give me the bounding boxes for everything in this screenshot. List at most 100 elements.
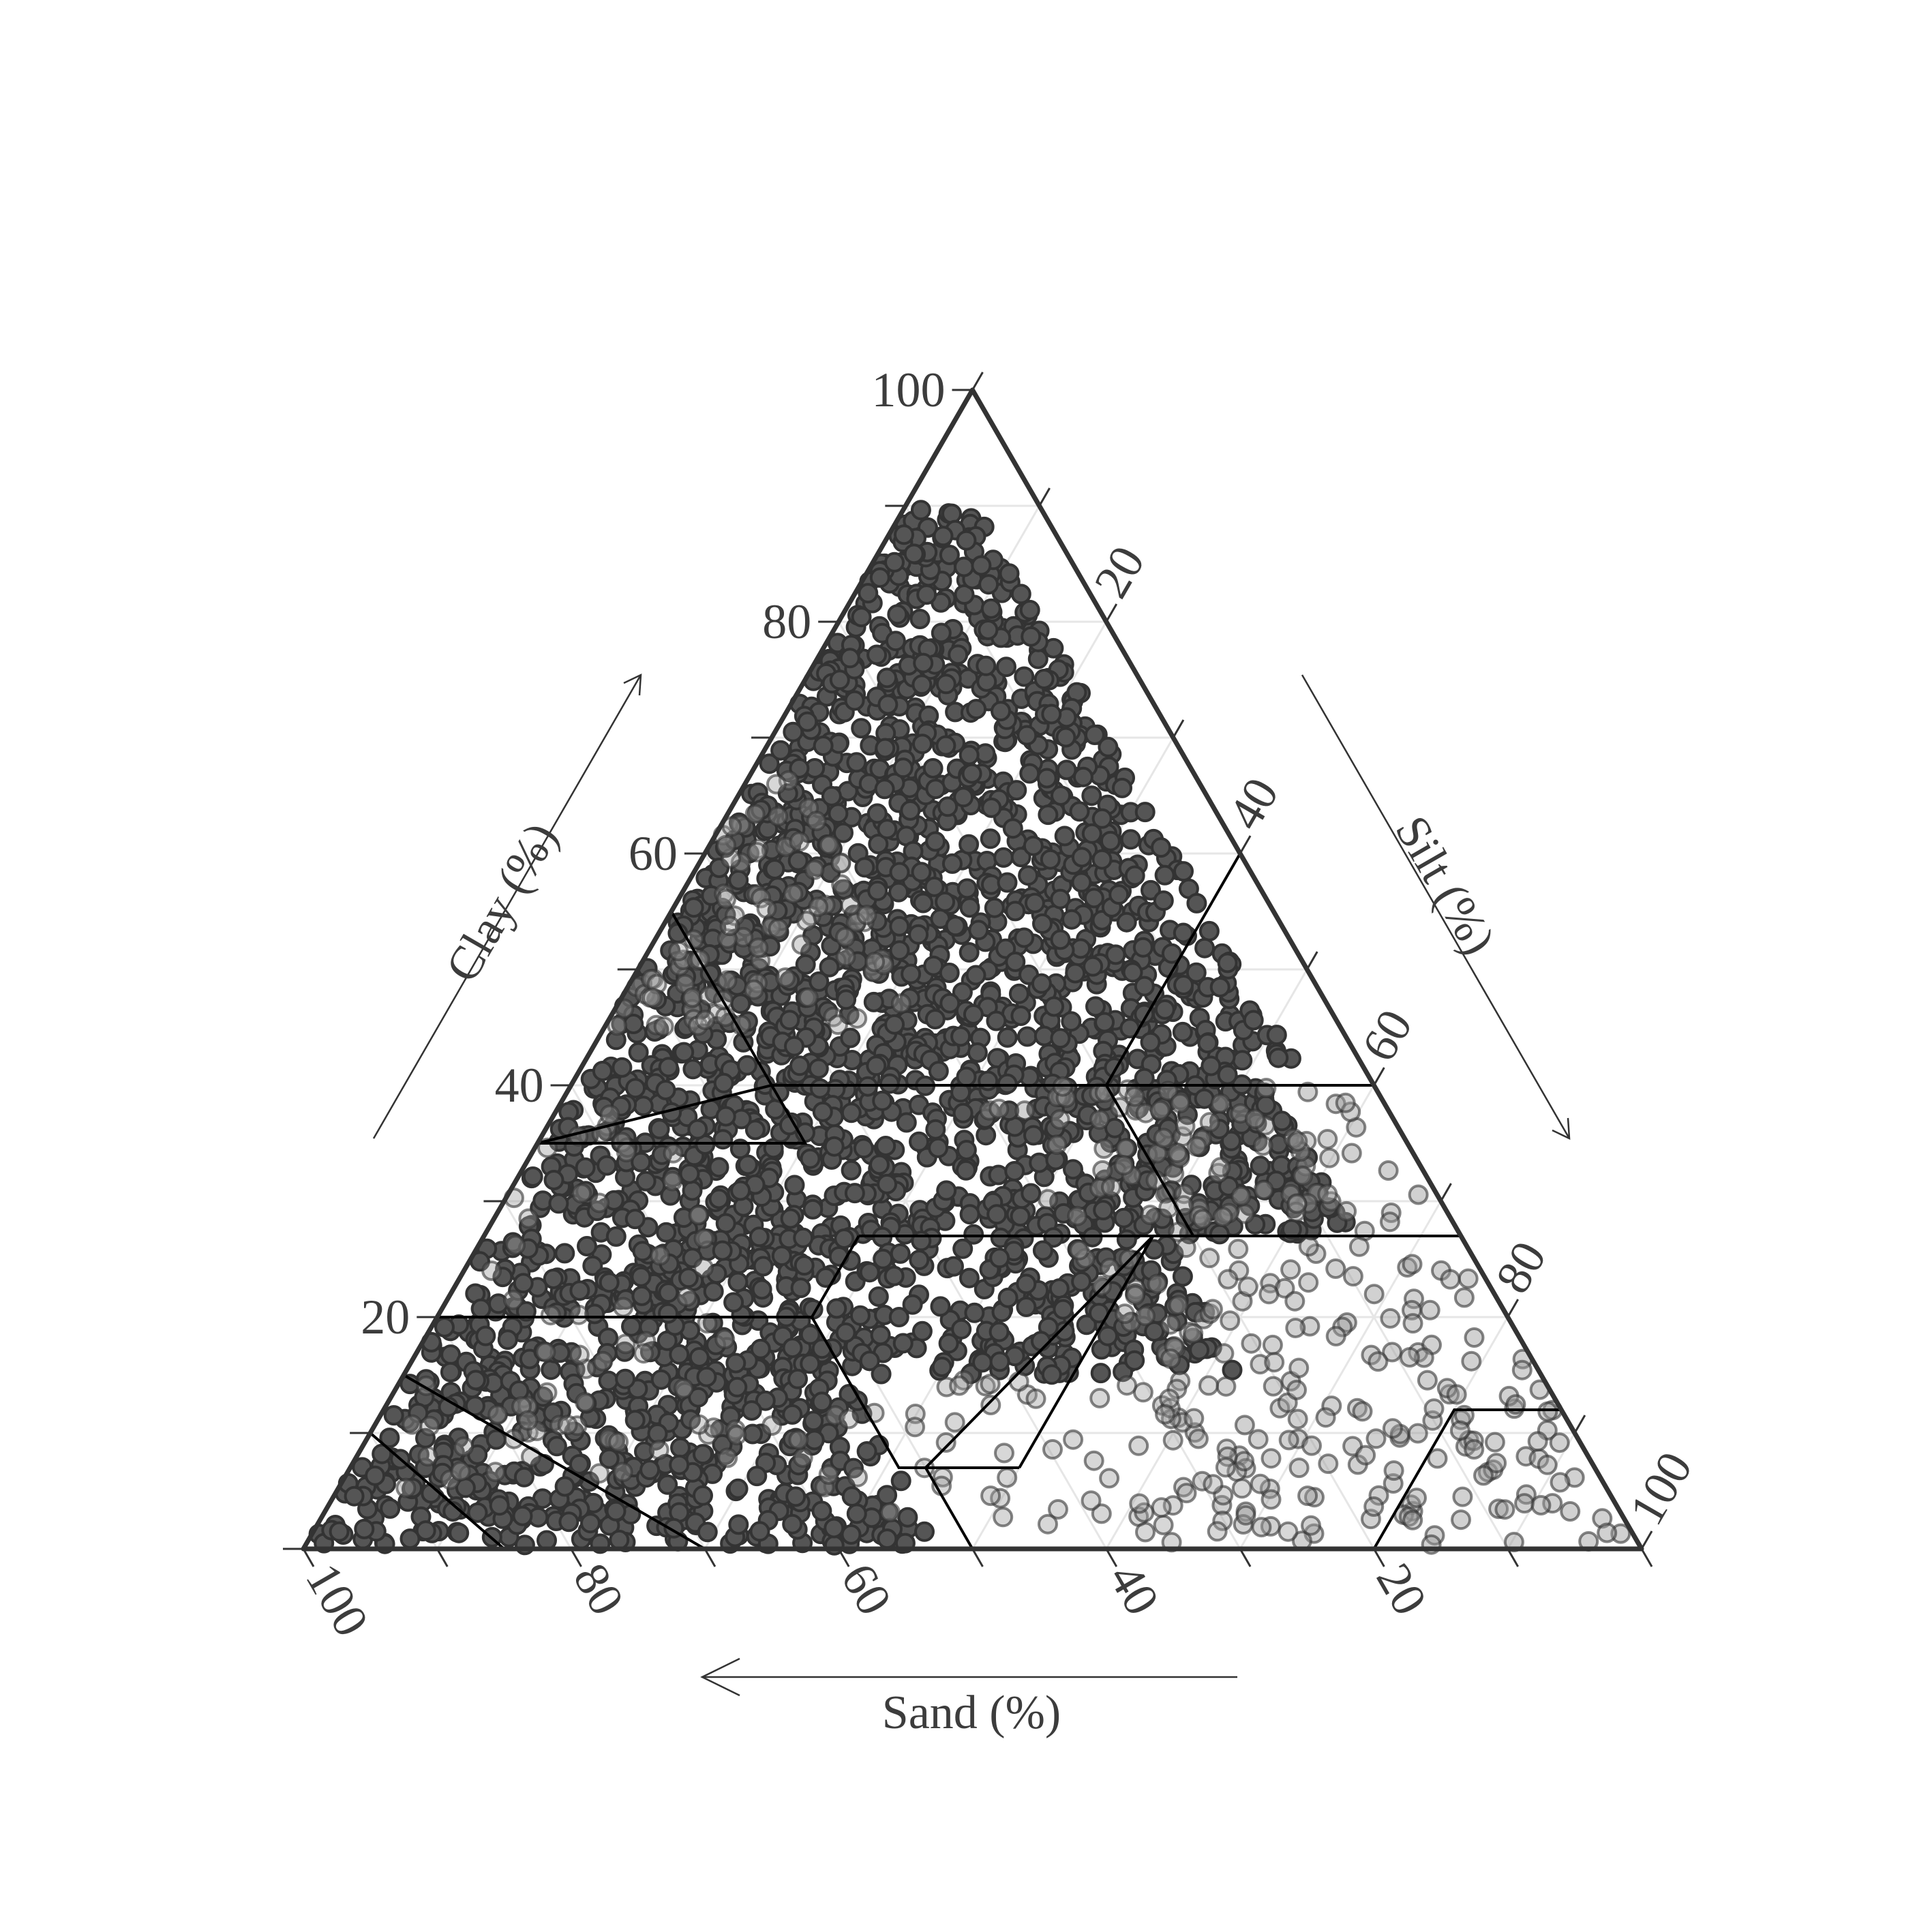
data-point — [679, 1163, 700, 1184]
data-point — [599, 1448, 620, 1469]
data-point — [1250, 1156, 1271, 1177]
data-point — [449, 1522, 470, 1543]
data-point — [952, 982, 973, 1003]
data-point — [1262, 1334, 1283, 1355]
data-point — [589, 1463, 610, 1484]
data-point — [829, 669, 850, 691]
data-point — [1076, 1314, 1097, 1335]
data-point — [509, 1380, 530, 1401]
data-point — [1560, 1501, 1581, 1522]
data-point — [800, 1324, 821, 1345]
data-point — [518, 1208, 539, 1229]
data-point — [1280, 1259, 1301, 1280]
data-point — [833, 822, 854, 843]
data-point — [688, 1387, 709, 1408]
data-point — [939, 963, 960, 983]
data-point — [889, 862, 910, 883]
data-point — [1221, 1130, 1241, 1151]
data-point — [1287, 1131, 1308, 1152]
data-point — [475, 1325, 496, 1346]
data-point — [1124, 865, 1145, 886]
data-point — [912, 734, 933, 755]
data-point — [789, 831, 810, 852]
data-point — [1173, 861, 1194, 882]
data-point — [624, 1209, 646, 1230]
data-point — [1021, 1183, 1042, 1204]
data-point — [909, 1131, 929, 1152]
clay-tick-label: 80 — [762, 594, 811, 649]
data-point — [956, 878, 978, 899]
data-point — [1093, 1200, 1114, 1221]
data-point — [592, 1350, 614, 1372]
data-point — [696, 1366, 717, 1387]
data-point — [744, 1119, 766, 1141]
data-point — [650, 1245, 671, 1266]
data-point — [868, 1286, 889, 1307]
data-point — [1319, 1147, 1340, 1168]
data-point — [582, 1255, 603, 1276]
data-point — [1402, 1509, 1423, 1530]
data-point — [924, 1009, 946, 1029]
data-point — [1089, 1387, 1111, 1408]
data-point — [841, 1524, 862, 1545]
data-point — [580, 1513, 601, 1534]
data-point — [1099, 1468, 1120, 1489]
data-point — [1167, 1143, 1188, 1164]
data-point — [984, 897, 1005, 918]
data-point — [703, 1417, 724, 1438]
grid-line-silt — [1105, 1085, 1375, 1550]
data-point — [1116, 911, 1137, 933]
data-point — [1285, 1318, 1306, 1338]
data-point — [1008, 983, 1029, 1004]
data-point — [869, 1154, 890, 1175]
sand-tick — [1105, 1548, 1118, 1567]
data-point — [1446, 1384, 1467, 1405]
data-point — [997, 1287, 1018, 1308]
data-point — [925, 779, 946, 800]
data-point — [613, 1297, 634, 1318]
data-point — [598, 1370, 619, 1391]
data-point — [728, 870, 749, 890]
data-point — [840, 895, 861, 916]
data-point — [695, 1010, 716, 1031]
data-point — [634, 1441, 654, 1462]
data-point — [1530, 1495, 1552, 1515]
data-point — [621, 1316, 642, 1337]
data-point — [956, 1160, 976, 1181]
data-point — [1271, 1111, 1293, 1132]
data-point — [830, 853, 851, 874]
data-point — [902, 1294, 923, 1315]
data-point — [1321, 1395, 1342, 1417]
data-point — [575, 1157, 596, 1178]
data-point — [730, 1180, 751, 1201]
data-point — [744, 804, 766, 825]
data-point — [935, 891, 956, 912]
data-point — [1135, 1522, 1156, 1543]
data-point — [896, 1112, 917, 1133]
data-point — [900, 800, 921, 821]
data-point — [1077, 1104, 1098, 1126]
data-point — [867, 880, 888, 901]
data-point — [1336, 1201, 1357, 1222]
sand-tick-label: 100 — [295, 1554, 379, 1646]
data-point — [1129, 1493, 1150, 1514]
data-point — [615, 1333, 636, 1355]
data-point — [658, 1057, 679, 1078]
data-point — [892, 1333, 914, 1354]
data-point — [909, 1250, 930, 1271]
data-point — [693, 1257, 714, 1278]
data-point — [978, 574, 999, 595]
data-point — [736, 1055, 757, 1076]
data-point — [788, 1430, 809, 1450]
data-point — [824, 1518, 845, 1539]
sand-tick — [436, 1548, 449, 1567]
data-point — [1215, 1457, 1236, 1478]
data-point — [1014, 666, 1035, 687]
data-point — [877, 667, 898, 689]
silt-tick — [1105, 603, 1118, 622]
silt-tick — [1640, 1530, 1653, 1550]
data-point — [913, 892, 934, 914]
data-point — [994, 1443, 1014, 1464]
data-point — [687, 1119, 708, 1140]
